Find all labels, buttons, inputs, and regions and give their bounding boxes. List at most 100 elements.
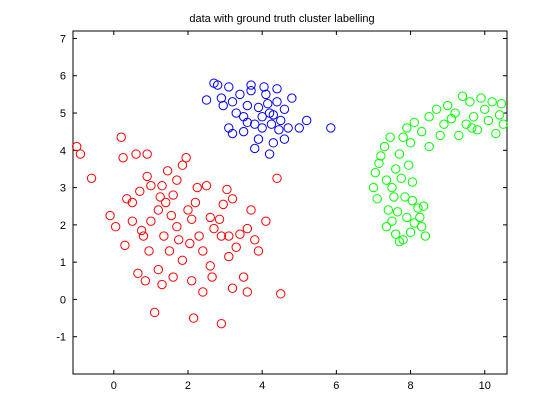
- data-point: [246, 80, 256, 90]
- data-point: [409, 218, 419, 228]
- data-point: [494, 110, 505, 120]
- data-point: [491, 128, 501, 139]
- data-point: [263, 99, 273, 109]
- data-point: [276, 115, 286, 126]
- data-point: [242, 117, 253, 128]
- data-point: [387, 182, 397, 193]
- data-point: [442, 100, 453, 111]
- data-point: [294, 123, 304, 133]
- data-point: [192, 182, 202, 193]
- data-point: [198, 287, 208, 297]
- y-tick-label: 5: [60, 108, 66, 120]
- data-point: [476, 93, 486, 103]
- data-point: [266, 119, 277, 129]
- data-point: [416, 126, 427, 137]
- data-point: [392, 207, 403, 217]
- data-point: [396, 173, 406, 183]
- data-point: [120, 240, 130, 251]
- data-point: [131, 149, 141, 159]
- data-point: [216, 318, 227, 329]
- data-point: [465, 97, 475, 107]
- data-point: [242, 100, 253, 111]
- y-tick-label: 0: [60, 294, 66, 306]
- data-point: [457, 91, 468, 101]
- data-point: [231, 242, 241, 252]
- data-point: [138, 231, 149, 241]
- data-point: [146, 216, 156, 226]
- data-point: [159, 231, 169, 241]
- data-point: [301, 115, 312, 126]
- data-point: [105, 210, 115, 221]
- data-point: [387, 216, 397, 226]
- data-point: [405, 227, 416, 238]
- data-point: [454, 130, 464, 141]
- data-point: [472, 125, 483, 135]
- data-point: [216, 231, 227, 241]
- data-point: [398, 132, 408, 142]
- data-point: [172, 222, 182, 232]
- data-point: [205, 261, 215, 271]
- data-point: [487, 97, 497, 107]
- data-point: [268, 110, 279, 120]
- data-point: [231, 108, 241, 118]
- data-point: [468, 112, 479, 122]
- data-point: [174, 235, 184, 245]
- series-0: [72, 132, 286, 329]
- data-point: [446, 113, 457, 124]
- data-point: [498, 119, 508, 129]
- data-point: [407, 195, 418, 206]
- data-point: [250, 235, 260, 245]
- data-point: [116, 132, 126, 142]
- data-point: [194, 231, 204, 241]
- data-point: [416, 222, 427, 232]
- data-point: [181, 153, 191, 163]
- data-point: [257, 112, 267, 122]
- data-point: [435, 130, 445, 141]
- data-point: [483, 115, 494, 126]
- data-point: [370, 167, 381, 178]
- data-point: [279, 134, 290, 144]
- data-point: [431, 104, 442, 114]
- data-point: [372, 194, 382, 204]
- data-point: [402, 212, 412, 223]
- data-point: [409, 117, 419, 128]
- data-point: [110, 222, 121, 232]
- data-points: [72, 78, 508, 329]
- data-point: [402, 123, 412, 133]
- data-point: [405, 138, 416, 148]
- data-point: [418, 201, 429, 211]
- data-point: [261, 89, 271, 100]
- y-tick-label: 3: [60, 183, 66, 195]
- x-tick-label: 0: [111, 380, 117, 392]
- data-point: [326, 123, 336, 133]
- data-point: [218, 199, 228, 210]
- chart-title: data with ground truth cluster labelling: [189, 13, 374, 25]
- data-point: [177, 255, 188, 265]
- data-point: [201, 95, 212, 105]
- data-point: [133, 268, 143, 279]
- data-point: [142, 171, 152, 182]
- data-point: [153, 205, 164, 215]
- data-point: [212, 80, 223, 90]
- data-point: [218, 100, 228, 111]
- data-point: [391, 229, 401, 239]
- data-point: [272, 97, 282, 107]
- data-point: [155, 192, 165, 202]
- data-point: [172, 175, 182, 185]
- data-point: [279, 104, 290, 114]
- data-point: [198, 246, 208, 256]
- data-point: [135, 186, 145, 197]
- data-point: [227, 283, 238, 293]
- data-point: [389, 192, 399, 202]
- data-point: [201, 181, 212, 191]
- x-tick-label: 4: [259, 380, 265, 392]
- data-point: [153, 264, 164, 275]
- data-point: [238, 126, 249, 137]
- data-point: [404, 160, 414, 170]
- data-point: [246, 85, 256, 96]
- data-point: [368, 182, 379, 193]
- data-point: [268, 138, 279, 148]
- data-point: [238, 272, 249, 282]
